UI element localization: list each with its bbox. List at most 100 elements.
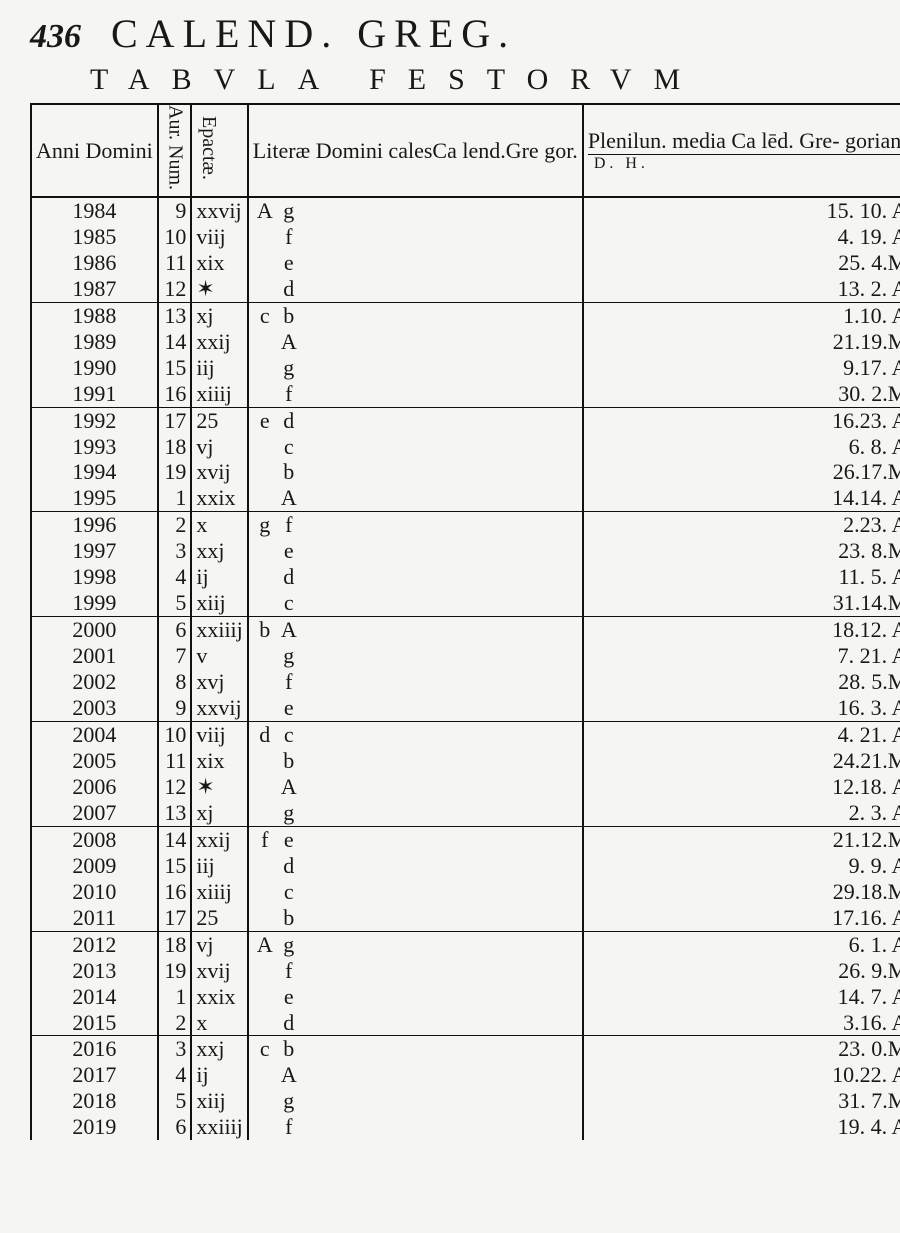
col-plenilun: Plenilun. media Ca lēd. Gre- goriani D. … [583, 104, 900, 197]
cell: xix [191, 748, 247, 774]
cell: xxij [191, 329, 247, 355]
cell: e [248, 538, 583, 564]
cell: 2009 [31, 853, 158, 879]
cell: 21.19.M [583, 329, 900, 355]
cell: 1985 [31, 224, 158, 250]
table-body: 19849xxvijAg15. 10. A16. A19. Feb.7.Mar.… [31, 197, 900, 1140]
cell: 17.16. A [583, 905, 900, 931]
cell: xj [191, 302, 247, 328]
table-row: 20028xvjf28. 5.M28. M27. Ian.13. Feb31. … [31, 669, 900, 695]
cell: 18.12. A [583, 617, 900, 643]
table-row: 20039xxvije16. 3. A16. A17. Feb.5.Mar.20… [31, 695, 900, 721]
cell: 2019 [31, 1114, 158, 1140]
cell: 2008 [31, 826, 158, 852]
table-row: 198813xjcb1.10. A2. A31. Ian.17. Feb.3. … [31, 302, 900, 328]
table-row: 20174ijA10.22. A11. A12. Feb.1.Mar.16. A… [31, 1062, 900, 1088]
cell: 4 [158, 1062, 192, 1088]
cell: iij [191, 853, 247, 879]
table-row: 19984ijd11. 5. A11. A8. Feb.25. Feb.12. … [31, 564, 900, 590]
cell: 2001 [31, 643, 158, 669]
cell: A [248, 774, 583, 800]
cell: 7 [158, 643, 192, 669]
cell: 2011 [31, 905, 158, 931]
cell: 17 [158, 905, 192, 931]
cell: 13 [158, 302, 192, 328]
cell: 4. 19. A [583, 224, 900, 250]
cell: 15 [158, 355, 192, 381]
table-row: 20185xiijg31. 7.M31. M28. Ian14. Feb.1. … [31, 1088, 900, 1114]
cell: 2 [158, 512, 192, 538]
cell: 10.22. A [583, 1062, 900, 1088]
cell: 2012 [31, 931, 158, 957]
cell: 2013 [31, 958, 158, 984]
cell: 14.14. A [583, 485, 900, 511]
cell: 1993 [31, 434, 158, 460]
cell: xxvij [191, 197, 247, 224]
cell: xvj [191, 669, 247, 695]
cell: 3.16. A [583, 1010, 900, 1036]
cell: 24.21.M [583, 748, 900, 774]
cell: 30. 2.M [583, 381, 900, 407]
cell: f [248, 1114, 583, 1140]
cell: g [248, 355, 583, 381]
cell: v [191, 643, 247, 669]
table-row: 198611xixe25. 4.M25. M26. Ian.12. Feb.30… [31, 250, 900, 276]
cell: 1997 [31, 538, 158, 564]
col-aur-num: Aur. Num. [158, 104, 192, 197]
col-epactae: Epactæ. [191, 104, 247, 197]
cell: A [248, 485, 583, 511]
cell: 1995 [31, 485, 158, 511]
cell: d [248, 853, 583, 879]
cell: dc [248, 722, 583, 748]
cell: Ag [248, 931, 583, 957]
cell: f [248, 224, 583, 250]
col-literae: Literæ Domini calesCa lend.Gre gor. [248, 104, 583, 197]
cell: 26. 9.M [583, 958, 900, 984]
cell: f [248, 381, 583, 407]
cell: 14 [158, 329, 192, 355]
cell: 2014 [31, 984, 158, 1010]
cell: ✶ [191, 276, 247, 302]
cell: g [248, 800, 583, 826]
cell: d [248, 276, 583, 302]
cell: 11. 5. A [583, 564, 900, 590]
cell: 19 [158, 958, 192, 984]
cell: 13. 2. A [583, 276, 900, 302]
page-subtitle: TABVLA FESTORVM [90, 63, 870, 97]
cell: 31. 7.M [583, 1088, 900, 1114]
cell: 9.17. A [583, 355, 900, 381]
table-row: 20017vg7. 21. A8. A11 Feb.28. Feb.15. A2… [31, 643, 900, 669]
cell: xiij [191, 590, 247, 616]
cell: 2 [158, 1010, 192, 1036]
table-row: 19973xxje23. 8.M23. M26. Ian.12. Feb.30.… [31, 538, 900, 564]
cell: b [248, 905, 583, 931]
cell: 25 [191, 407, 247, 433]
table-row: 200814xxijfe21.12.M22. M20. Ian.6. Feb.2… [31, 826, 900, 852]
cell: e [248, 695, 583, 721]
table-row: 200915iijd9. 9. A10. A8. Feb.25. Feb.12.… [31, 853, 900, 879]
cell: 1994 [31, 459, 158, 485]
table-row: 19995xiijc31.14.M31. M31. Ian17. Feb.4. … [31, 590, 900, 616]
page-title: CALEND. GREG. [111, 10, 516, 57]
cell: 1 [158, 485, 192, 511]
cell: iij [191, 355, 247, 381]
cell: 4 [158, 564, 192, 590]
cell: xxvij [191, 695, 247, 721]
cell: 10 [158, 722, 192, 748]
cell: 23. 0.M [583, 1036, 900, 1062]
cell: 5 [158, 1088, 192, 1114]
cell: 4. 21. A [583, 722, 900, 748]
cell: xiij [191, 1088, 247, 1114]
cell: 12 [158, 276, 192, 302]
cell: 9. 9. A [583, 853, 900, 879]
cell: 19. 4. A [583, 1114, 900, 1140]
cell: 16 [158, 381, 192, 407]
cell: 1987 [31, 276, 158, 302]
cell: xxiiij [191, 617, 247, 643]
cell: e [248, 984, 583, 1010]
cell: viij [191, 722, 247, 748]
table-row: 198914xxijA21.19.M22. M22. Ian.8. Feb.26… [31, 329, 900, 355]
cell: gf [248, 512, 583, 538]
cell: cb [248, 1036, 583, 1062]
cell: xxix [191, 485, 247, 511]
